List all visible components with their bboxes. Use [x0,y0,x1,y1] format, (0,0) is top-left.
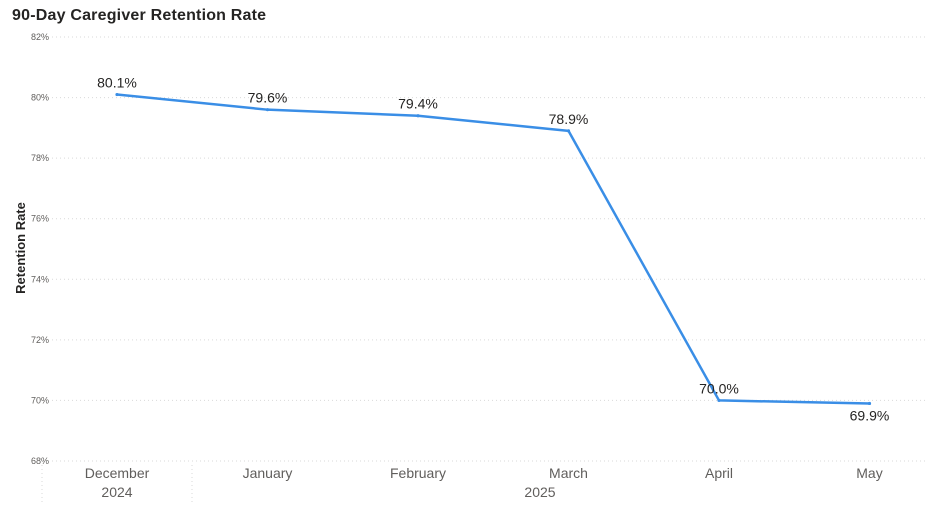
y-tick-label: 76% [31,214,49,224]
x-tick-label: April [705,465,733,481]
data-point [566,129,571,133]
x-tick-label: May [856,465,882,481]
data-point [115,92,119,97]
data-label: 70.0% [699,380,739,396]
y-tick-label: 74% [31,274,49,284]
data-point [867,401,872,406]
year-group-label: 2024 [101,484,132,500]
x-tick-label: February [390,465,446,481]
year-group-label: 2025 [524,484,555,500]
y-tick-label: 68% [31,456,49,466]
chart-title: 90-Day Caregiver Retention Rate [12,7,267,24]
data-label: 80.1% [97,75,137,91]
y-tick-label: 70% [31,395,49,405]
y-axis-title: Retention Rate [13,202,28,294]
x-tick-label: January [243,465,293,481]
y-tick-label: 78% [31,153,49,163]
data-labels: 80.1% 79.6% 79.4% 78.9% 70.0% 69.9% [97,75,889,424]
y-tick-label: 72% [31,335,49,345]
data-point [416,114,420,118]
data-label: 79.4% [398,96,438,112]
y-tick-label: 82% [31,32,49,42]
data-label: 69.9% [850,407,890,423]
x-axis: December January February March April May 2024… [41,465,883,502]
series-layer [115,92,872,406]
data-point [717,398,721,403]
x-tick-label: March [549,465,588,481]
x-tick-label: December [85,465,150,481]
data-label: 78.9% [549,111,589,127]
data-point [265,108,270,112]
y-axis-ticks: 68% 70% 72% 74% 76% 78% 80% 82% [31,32,49,466]
series-line [115,93,871,405]
y-tick-label: 80% [31,93,49,103]
data-label: 79.6% [248,90,288,106]
